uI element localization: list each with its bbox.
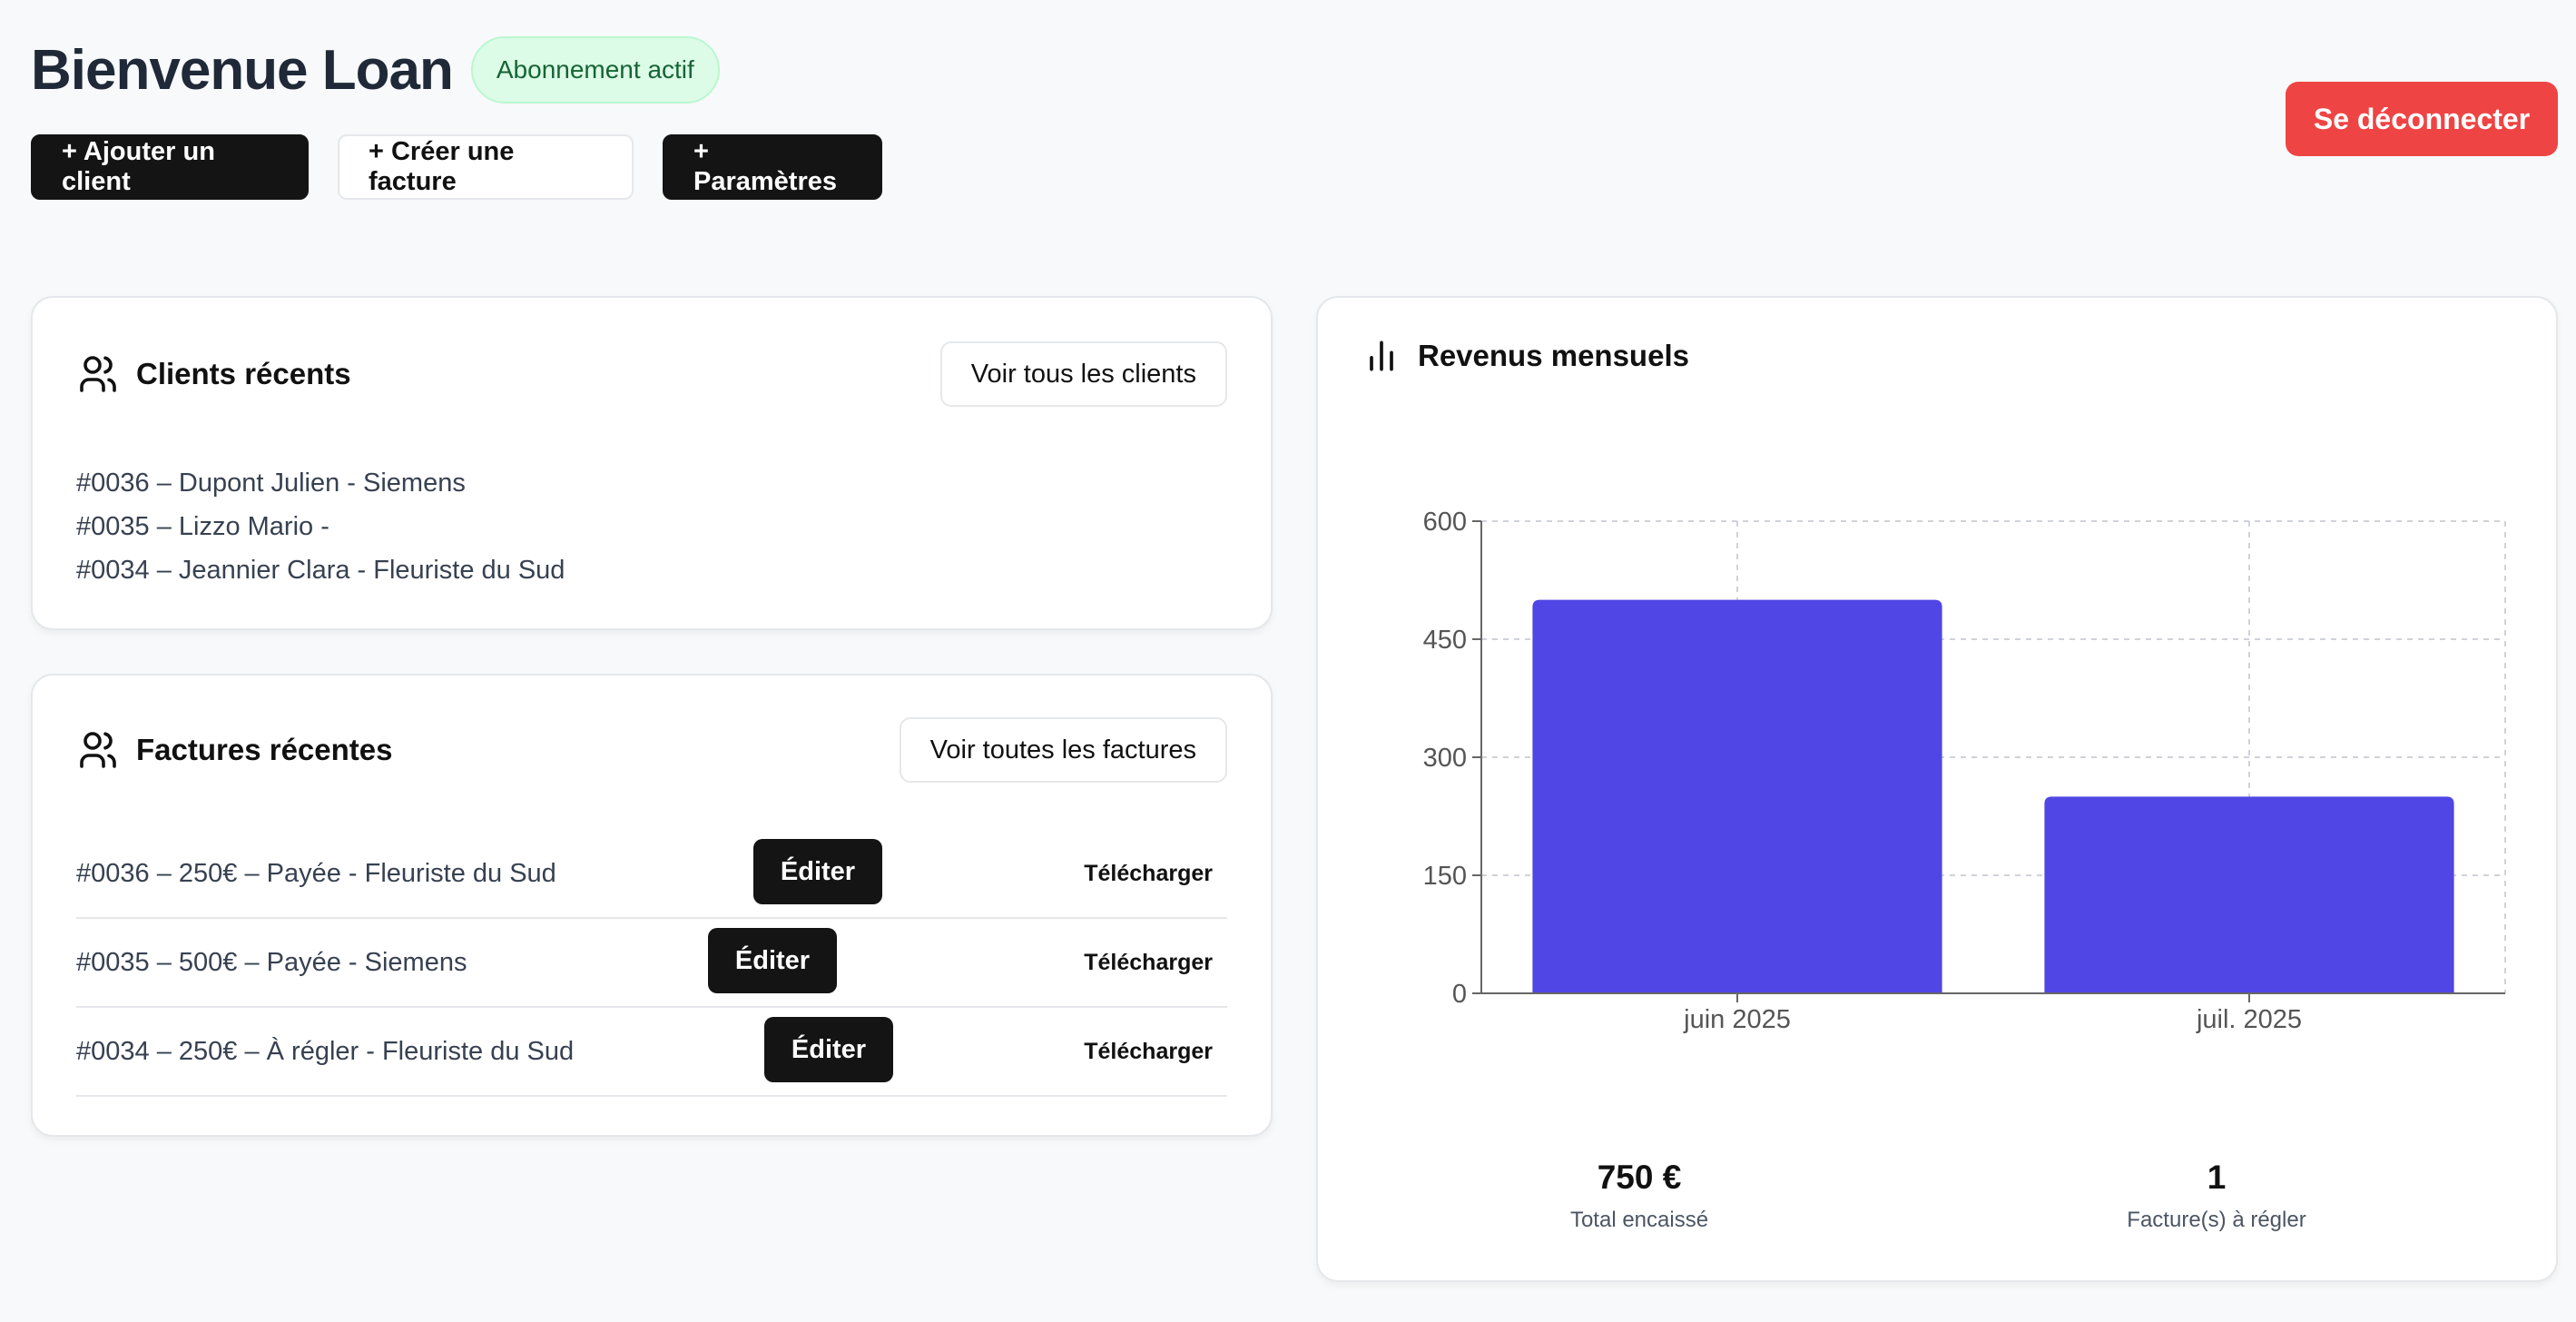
monthly-revenue-card: Revenus mensuels 0 150 300 450 600 juin 2025 j… [1316, 296, 2558, 1282]
stat-value: 1 [2207, 1159, 2227, 1196]
download-invoice-link[interactable]: Télécharger [1084, 860, 1213, 886]
monthly-revenue-title: Revenus mensuels [1418, 339, 1689, 372]
add-client-button[interactable]: + Ajouter un client [31, 134, 309, 200]
page-title: Bienvenue Loan [31, 38, 454, 102]
subscription-status-badge: Abonnement actif [470, 36, 720, 104]
monthly-revenue-header: Revenus mensuels [1362, 336, 2512, 376]
total-collected-stat: 750 € Total encaissé [1458, 1159, 1821, 1233]
view-all-invoices-button[interactable]: Voir toutes les factures [899, 717, 1227, 783]
stat-value: 750 € [1597, 1159, 1682, 1196]
edit-invoice-button[interactable]: Éditer [764, 1017, 893, 1082]
y-tick-label: 150 [1423, 862, 1467, 891]
quick-actions: + Ajouter un client + Créer une facture … [31, 134, 882, 200]
bar-chart-icon [1362, 336, 1401, 376]
invoice-summary: #0035 – 500€ – Payée - Siemens [76, 947, 467, 977]
client-item[interactable]: #0036 – Dupont Julien - Siemens [76, 469, 466, 498]
settings-button[interactable]: + Paramètres [663, 134, 882, 200]
download-invoice-link[interactable]: Télécharger [1084, 1038, 1213, 1064]
y-tick-label: 450 [1423, 626, 1467, 655]
header-title-row: Bienvenue Loan Abonnement actif [31, 36, 720, 104]
invoice-summary: #0036 – 250€ – Payée - Fleuriste du Sud [76, 858, 556, 888]
invoice-row: #0035 – 500€ – Payée - Siemens Éditer Té… [76, 919, 1227, 1008]
users-icon [76, 728, 120, 772]
stat-label: Total encaissé [1569, 1208, 1709, 1232]
x-tick-label: juil. 2025 [2196, 1005, 2302, 1034]
recent-clients-title: Clients récents [136, 357, 351, 390]
recent-invoices-header: Factures récentes Voir toutes les factur… [76, 717, 1227, 783]
client-list: #0036 – Dupont Julien - Siemens #0035 – … [76, 461, 565, 592]
invoice-row: #0034 – 250€ – À régler - Fleuriste du S… [76, 1008, 1227, 1097]
client-item[interactable]: #0035 – Lizzo Mario - [76, 512, 329, 541]
bar [2044, 796, 2454, 993]
view-all-clients-button[interactable]: Voir tous les clients [939, 341, 1227, 407]
invoice-summary: #0034 – 250€ – À régler - Fleuriste du S… [76, 1036, 575, 1066]
recent-clients-card: Clients récents Voir tous les clients #0… [31, 296, 1273, 630]
create-invoice-button[interactable]: + Créer une facture [338, 134, 634, 200]
edit-invoice-button[interactable]: Éditer [708, 928, 837, 993]
invoices-due-stat: 1 Facture(s) à régler [2035, 1159, 2398, 1233]
download-invoice-link[interactable]: Télécharger [1084, 949, 1213, 975]
recent-invoices-title: Factures récentes [136, 733, 393, 766]
y-tick-label: 0 [1452, 980, 1467, 1009]
invoice-row: #0036 – 250€ – Payée - Fleuriste du Sud … [76, 830, 1227, 919]
stat-label: Facture(s) à régler [2127, 1208, 2306, 1232]
recent-invoices-card: Factures récentes Voir toutes les factur… [31, 674, 1273, 1137]
logout-button[interactable]: Se déconnecter [2286, 82, 2558, 156]
y-tick-label: 600 [1423, 508, 1467, 537]
invoice-list: #0036 – 250€ – Payée - Fleuriste du Sud … [76, 830, 1227, 1097]
revenue-bar-chart: 0 150 300 450 600 juin 2025 juil. 2025 [1423, 508, 2506, 1034]
client-item[interactable]: #0034 – Jeannier Clara - Fleuriste du Su… [76, 556, 565, 585]
edit-invoice-button[interactable]: Éditer [753, 839, 882, 904]
y-tick-label: 300 [1423, 744, 1467, 773]
bar [1532, 599, 1942, 993]
users-icon [76, 352, 120, 396]
x-tick-label: juin 2025 [1683, 1005, 1791, 1034]
recent-clients-header: Clients récents Voir tous les clients [76, 341, 1227, 407]
